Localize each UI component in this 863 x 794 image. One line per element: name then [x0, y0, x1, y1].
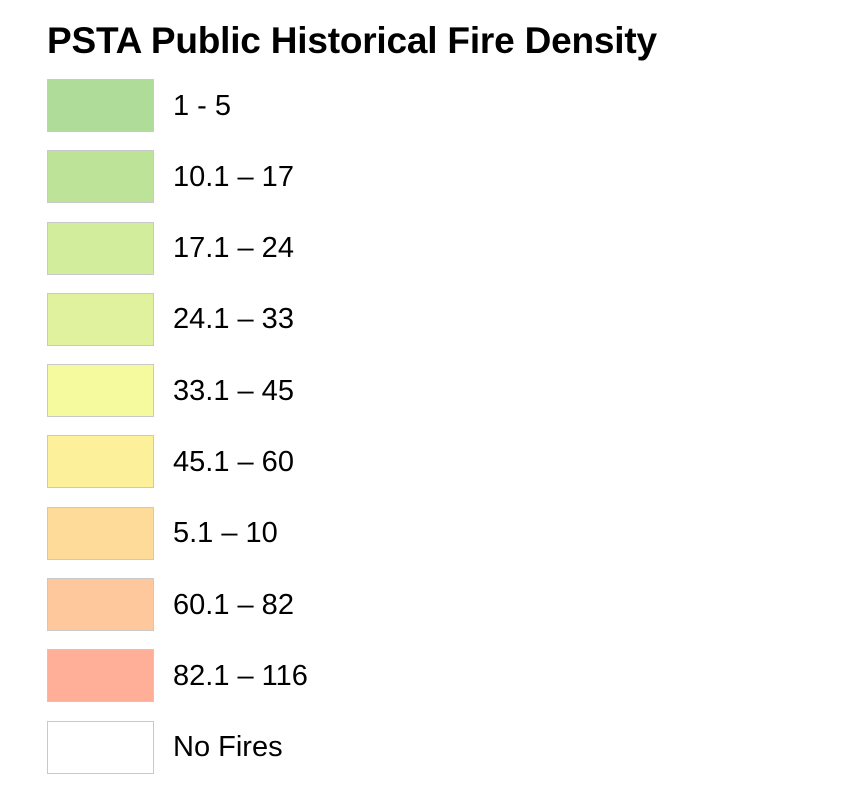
legend-item: 17.1 – 24 — [47, 221, 847, 275]
legend-swatch — [47, 364, 154, 418]
legend-item: 24.1 – 33 — [47, 292, 847, 346]
legend-swatch — [47, 221, 154, 275]
legend-label: 1 - 5 — [173, 89, 232, 122]
legend-label: 5.1 – 10 — [173, 517, 278, 550]
legend-label: 33.1 – 45 — [173, 374, 294, 407]
legend-swatch — [47, 649, 154, 703]
legend-label: 60.1 – 82 — [173, 588, 294, 621]
legend-label: 24.1 – 33 — [173, 303, 294, 336]
legend-item: 82.1 – 116 — [47, 649, 847, 703]
legend-swatch — [47, 150, 154, 204]
legend-swatch — [47, 578, 154, 632]
legend-label: No Fires — [173, 731, 283, 764]
legend-swatch — [47, 720, 154, 774]
legend-label: 45.1 – 60 — [173, 445, 294, 478]
legend-swatch — [47, 79, 154, 132]
legend-item: No Fires — [47, 720, 847, 774]
legend-label: 17.1 – 24 — [173, 232, 294, 265]
legend-item: 10.1 – 17 — [47, 150, 847, 204]
legend-title: PSTA Public Historical Fire Density — [47, 20, 657, 61]
legend-item: 1 - 5 — [47, 79, 847, 132]
legend-label: 82.1 – 116 — [173, 659, 308, 692]
legend-items: 1 - 5 10.1 – 17 17.1 – 24 24.1 – 33 33.1… — [47, 79, 847, 774]
legend-item: 60.1 – 82 — [47, 578, 847, 632]
legend-item: 33.1 – 45 — [47, 364, 847, 418]
legend-swatch — [47, 435, 154, 489]
legend-label: 10.1 – 17 — [173, 160, 294, 193]
map-legend: PSTA Public Historical Fire Density 1 - … — [47, 19, 847, 774]
legend-swatch — [47, 292, 154, 346]
legend-item: 5.1 – 10 — [47, 506, 847, 560]
legend-item: 45.1 – 60 — [47, 435, 847, 489]
legend-swatch — [47, 506, 154, 560]
